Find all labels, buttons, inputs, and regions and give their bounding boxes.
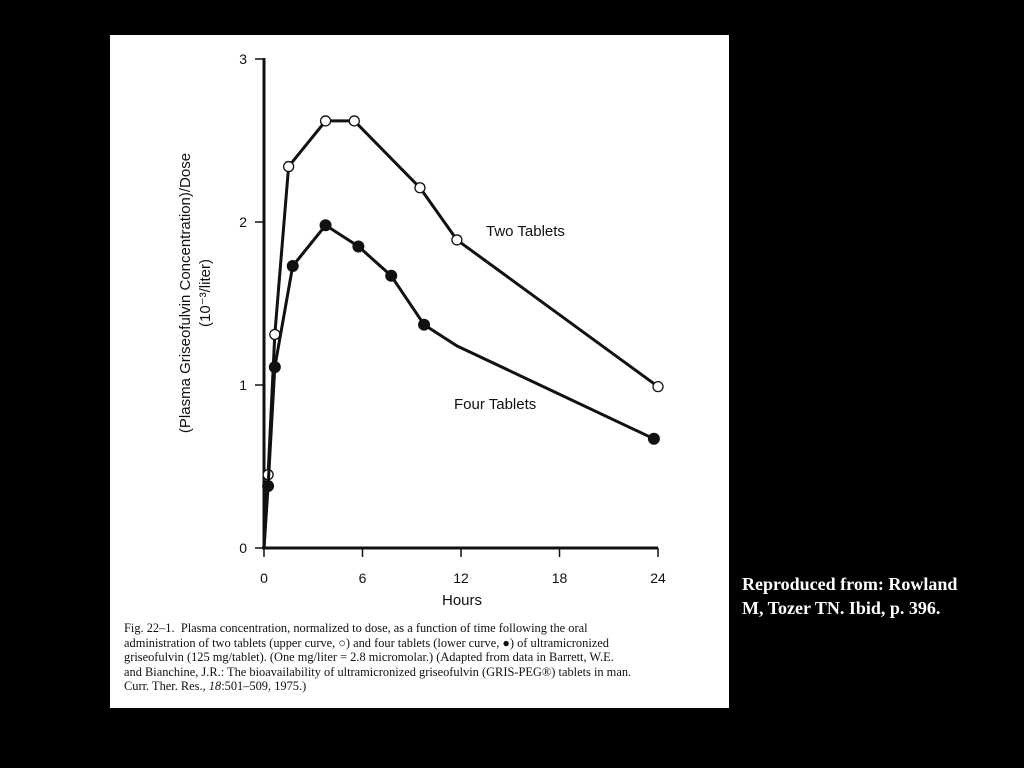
series-1-point-5 (352, 240, 365, 253)
x-tick-label-18: 18 (552, 570, 568, 586)
caption-citation: :501–509, 1975.) (221, 679, 307, 694)
series-0-point-7 (451, 234, 463, 246)
caption-fig-label: Fig. 22–1. (124, 621, 175, 635)
figure-panel: 0 1 2 3 0 6 12 18 24 Hours (Plasma Griseofulvin … (110, 35, 729, 708)
series-layer (262, 115, 664, 549)
y-axis-title: (Plasma Griseofulvin Concentration)/Dose (177, 153, 194, 433)
series-line-1 (262, 223, 655, 549)
label-four-tablets: Four Tablets (454, 396, 536, 413)
y-tick-label-3: 3 (239, 51, 247, 67)
series-1-point-9 (647, 432, 660, 445)
x-tick-label-0: 0 (260, 570, 268, 586)
series-1-point-3 (286, 260, 299, 273)
x-tick-label-12: 12 (453, 570, 469, 586)
series-1-point-7 (418, 318, 431, 331)
credit-line-2: M, Tozer TN. Ibid, p. 396. (742, 598, 941, 618)
series-0-point-2 (269, 328, 281, 341)
y-tick-label-0: 0 (239, 540, 247, 556)
caption-volume: 18 (208, 679, 222, 694)
series-0-point-8 (652, 380, 664, 393)
y-tick-label-1: 1 (239, 377, 247, 393)
caption-line-4: and Bianchine, J.R.: The bioavailability… (124, 664, 632, 679)
series-0-point-5 (348, 115, 360, 127)
caption-text-1: Plasma concentration, normalized to dose… (180, 621, 588, 635)
caption-text-5: Curr. Ther. Res., (124, 679, 206, 694)
caption-line-1: Fig. 22–1. Plasma concentration, normali… (124, 621, 724, 636)
credit-line-1: Reproduced from: Rowland (742, 574, 958, 594)
series-1-point-2 (268, 361, 281, 374)
series-line-0 (262, 119, 659, 549)
credit-text: Reproduced from: Rowland M, Tozer TN. Ib… (742, 572, 1012, 620)
series-1-point-4 (319, 219, 332, 232)
x-tick-label-6: 6 (359, 570, 367, 586)
series-1-point-1 (262, 480, 275, 493)
series-0-point-6 (414, 182, 426, 194)
x-axis-title: Hours (442, 592, 482, 609)
y-tick-label-2: 2 (239, 214, 247, 230)
series-0-point-3 (282, 160, 295, 173)
series-1-point-6 (385, 269, 398, 282)
series-0-point-4 (319, 115, 332, 127)
caption-line-5: Curr. Ther. Res., 18:501–509, 1975.) (124, 679, 724, 694)
label-two-tablets: Two Tablets (486, 223, 565, 240)
figure-caption: Fig. 22–1. Plasma concentration, normali… (124, 621, 724, 694)
y-axis-unit: (10⁻³/liter) (197, 259, 214, 327)
caption-line-3: griseofulvin (125 mg/tablet). (One mg/li… (124, 650, 614, 665)
caption-line-2: administration of two tablets (upper cur… (124, 635, 609, 650)
x-tick-label-24: 24 (650, 570, 666, 586)
axes (262, 58, 658, 550)
